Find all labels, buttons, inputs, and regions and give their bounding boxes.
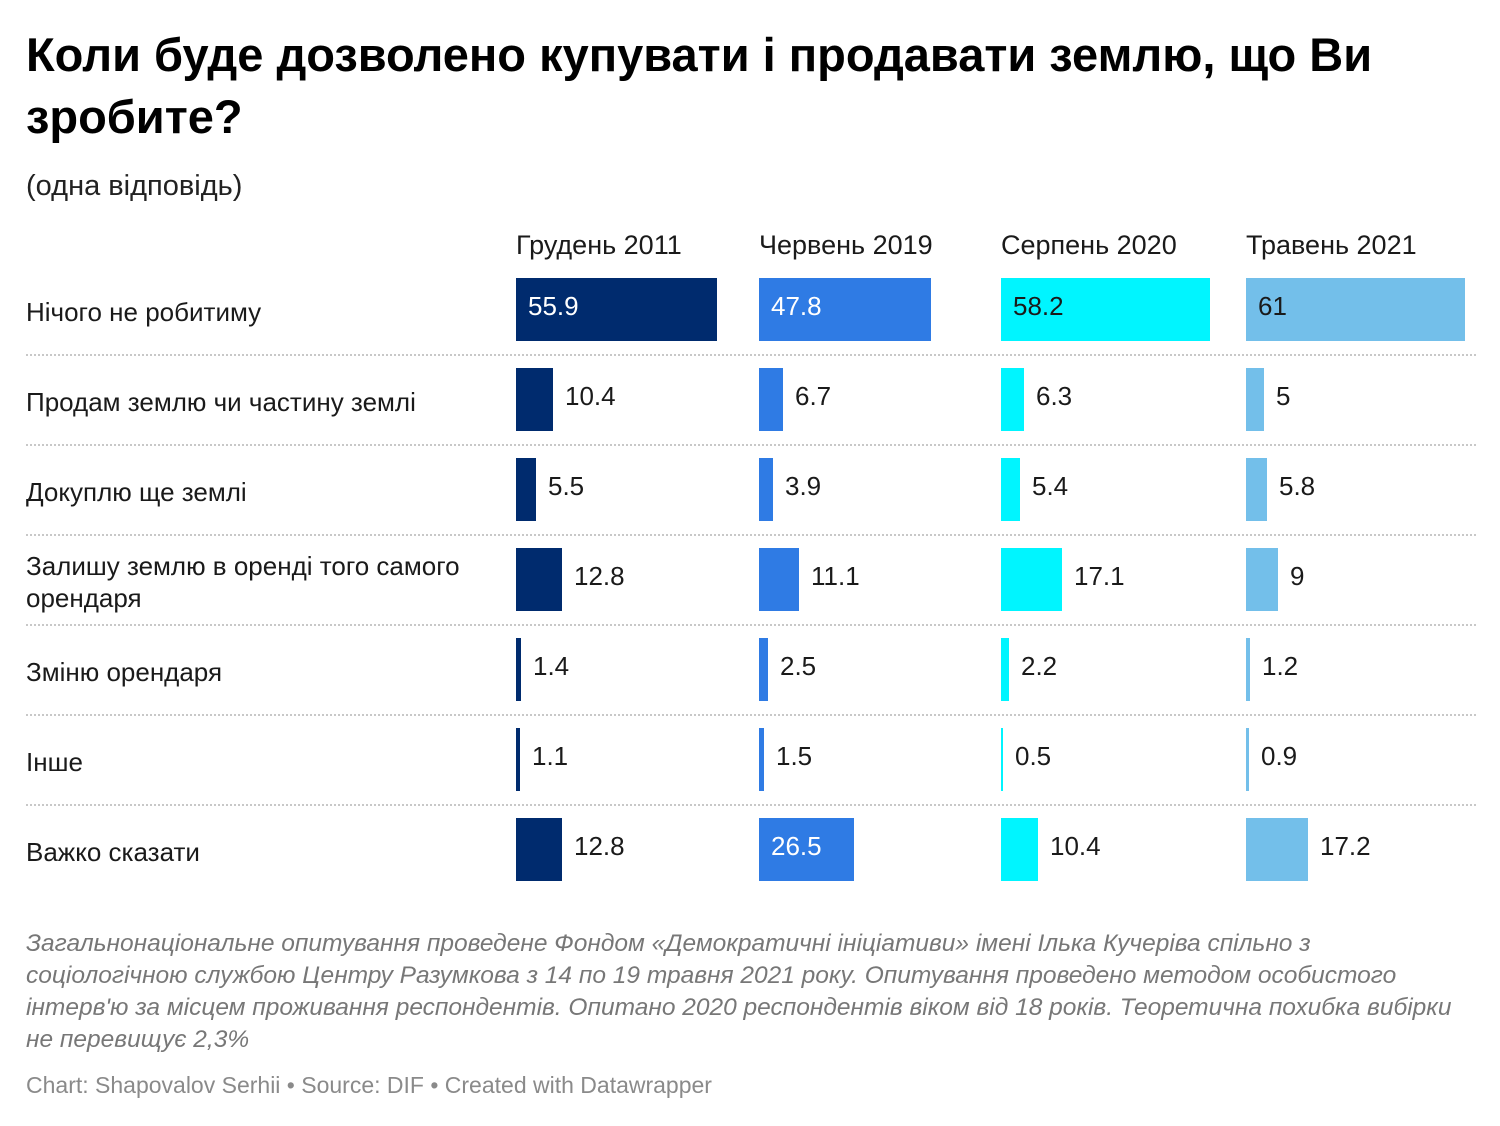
row-separator-4 bbox=[26, 714, 1476, 716]
value-label-2-0: 5.5 bbox=[548, 471, 585, 501]
bar-6-1 bbox=[759, 818, 854, 881]
bar-2-1 bbox=[759, 458, 773, 521]
value-label-3-0: 12.8 bbox=[574, 561, 625, 591]
bar-1-0 bbox=[516, 368, 553, 431]
row-separator-3 bbox=[26, 624, 1476, 626]
row-label-3: Залишу землю в оренді того самого оренда… bbox=[26, 550, 460, 613]
value-label-5-2: 0.5 bbox=[1015, 741, 1052, 771]
bar-1-3 bbox=[1246, 368, 1264, 431]
value-label-5-1: 1.5 bbox=[776, 741, 813, 771]
bar-2-0 bbox=[516, 458, 536, 521]
chart-area: Грудень 2011 Червень 2019 Серпень 2020 Трав… bbox=[0, 220, 1500, 900]
row-label-5: Інше bbox=[26, 746, 83, 777]
bar-0-0 bbox=[516, 278, 717, 341]
bar-0-1 bbox=[759, 278, 931, 341]
value-label-3-3: 9 bbox=[1290, 561, 1305, 591]
bar-4-2 bbox=[1001, 638, 1009, 701]
value-label-5-3: 0.9 bbox=[1261, 741, 1298, 771]
value-label-1-1: 6.7 bbox=[795, 381, 832, 411]
chart-footer: Chart: Shapovalov Serhii • Source: DIF •… bbox=[26, 1072, 712, 1098]
value-label-0-3: 61 bbox=[1258, 291, 1287, 321]
value-label-4-2: 2.2 bbox=[1021, 651, 1058, 681]
column-header-2: Серпень 2020 bbox=[1001, 230, 1177, 260]
row-separator-1 bbox=[26, 444, 1476, 446]
bar-2-3 bbox=[1246, 458, 1267, 521]
bar-5-0 bbox=[516, 728, 520, 791]
row-label-0: Нічого не робитиму bbox=[26, 296, 262, 327]
chart-notes: Загальнонаціональне опитування проведене… bbox=[26, 930, 1452, 1053]
row-label-2: Докуплю ще землі bbox=[26, 476, 247, 507]
bar-3-3 bbox=[1246, 548, 1278, 611]
bar-3-0 bbox=[516, 548, 562, 611]
value-label-4-3: 1.2 bbox=[1262, 651, 1299, 681]
value-label-5-0: 1.1 bbox=[532, 741, 569, 771]
chart-title: Коли буде дозволено купувати і продавати… bbox=[26, 28, 1373, 143]
row-separator-5 bbox=[26, 804, 1476, 806]
value-label-4-0: 1.4 bbox=[533, 651, 570, 681]
value-label-1-0: 10.4 bbox=[565, 381, 616, 411]
value-label-0-0: 55.9 bbox=[528, 291, 579, 321]
bar-2-2 bbox=[1001, 458, 1020, 521]
column-header-1: Червень 2019 bbox=[759, 230, 933, 260]
row-label-1: Продам землю чи частину землі bbox=[26, 386, 416, 417]
value-label-0-1: 47.8 bbox=[771, 291, 822, 321]
bar-5-1 bbox=[759, 728, 764, 791]
value-label-1-3: 5 bbox=[1276, 381, 1291, 411]
bar-0-3 bbox=[1246, 278, 1465, 341]
row-separator-0 bbox=[26, 354, 1476, 356]
bar-0-2 bbox=[1001, 278, 1210, 341]
value-label-2-3: 5.8 bbox=[1279, 471, 1316, 501]
bar-4-0 bbox=[516, 638, 521, 701]
bar-5-3 bbox=[1246, 728, 1249, 791]
value-label-1-2: 6.3 bbox=[1036, 381, 1073, 411]
value-label-6-2: 10.4 bbox=[1050, 831, 1101, 861]
value-label-6-3: 17.2 bbox=[1320, 831, 1371, 861]
bar-6-0 bbox=[516, 818, 562, 881]
value-label-2-2: 5.4 bbox=[1032, 471, 1069, 501]
row-label-6: Важко сказати bbox=[26, 836, 200, 867]
column-header-0: Грудень 2011 bbox=[516, 230, 682, 260]
value-label-2-1: 3.9 bbox=[785, 471, 822, 501]
bar-1-2 bbox=[1001, 368, 1024, 431]
chart-subtitle: (одна відповідь) bbox=[26, 170, 243, 202]
bar-6-2 bbox=[1001, 818, 1038, 881]
bar-3-1 bbox=[759, 548, 799, 611]
value-label-6-0: 12.8 bbox=[574, 831, 625, 861]
value-label-0-2: 58.2 bbox=[1013, 291, 1064, 321]
row-label-4: Зміню орендаря bbox=[26, 656, 223, 687]
value-label-3-2: 17.1 bbox=[1074, 561, 1125, 591]
bar-1-1 bbox=[759, 368, 783, 431]
value-label-3-1: 11.1 bbox=[811, 561, 860, 591]
bar-4-1 bbox=[759, 638, 768, 701]
bar-4-3 bbox=[1246, 638, 1250, 701]
value-label-6-1: 26.5 bbox=[771, 831, 822, 861]
bar-6-3 bbox=[1246, 818, 1308, 881]
value-label-4-1: 2.5 bbox=[780, 651, 817, 681]
bar-3-2 bbox=[1001, 548, 1062, 611]
column-header-3: Травень 2021 bbox=[1246, 230, 1417, 260]
row-separator-2 bbox=[26, 534, 1476, 536]
bar-5-2 bbox=[1001, 728, 1003, 791]
